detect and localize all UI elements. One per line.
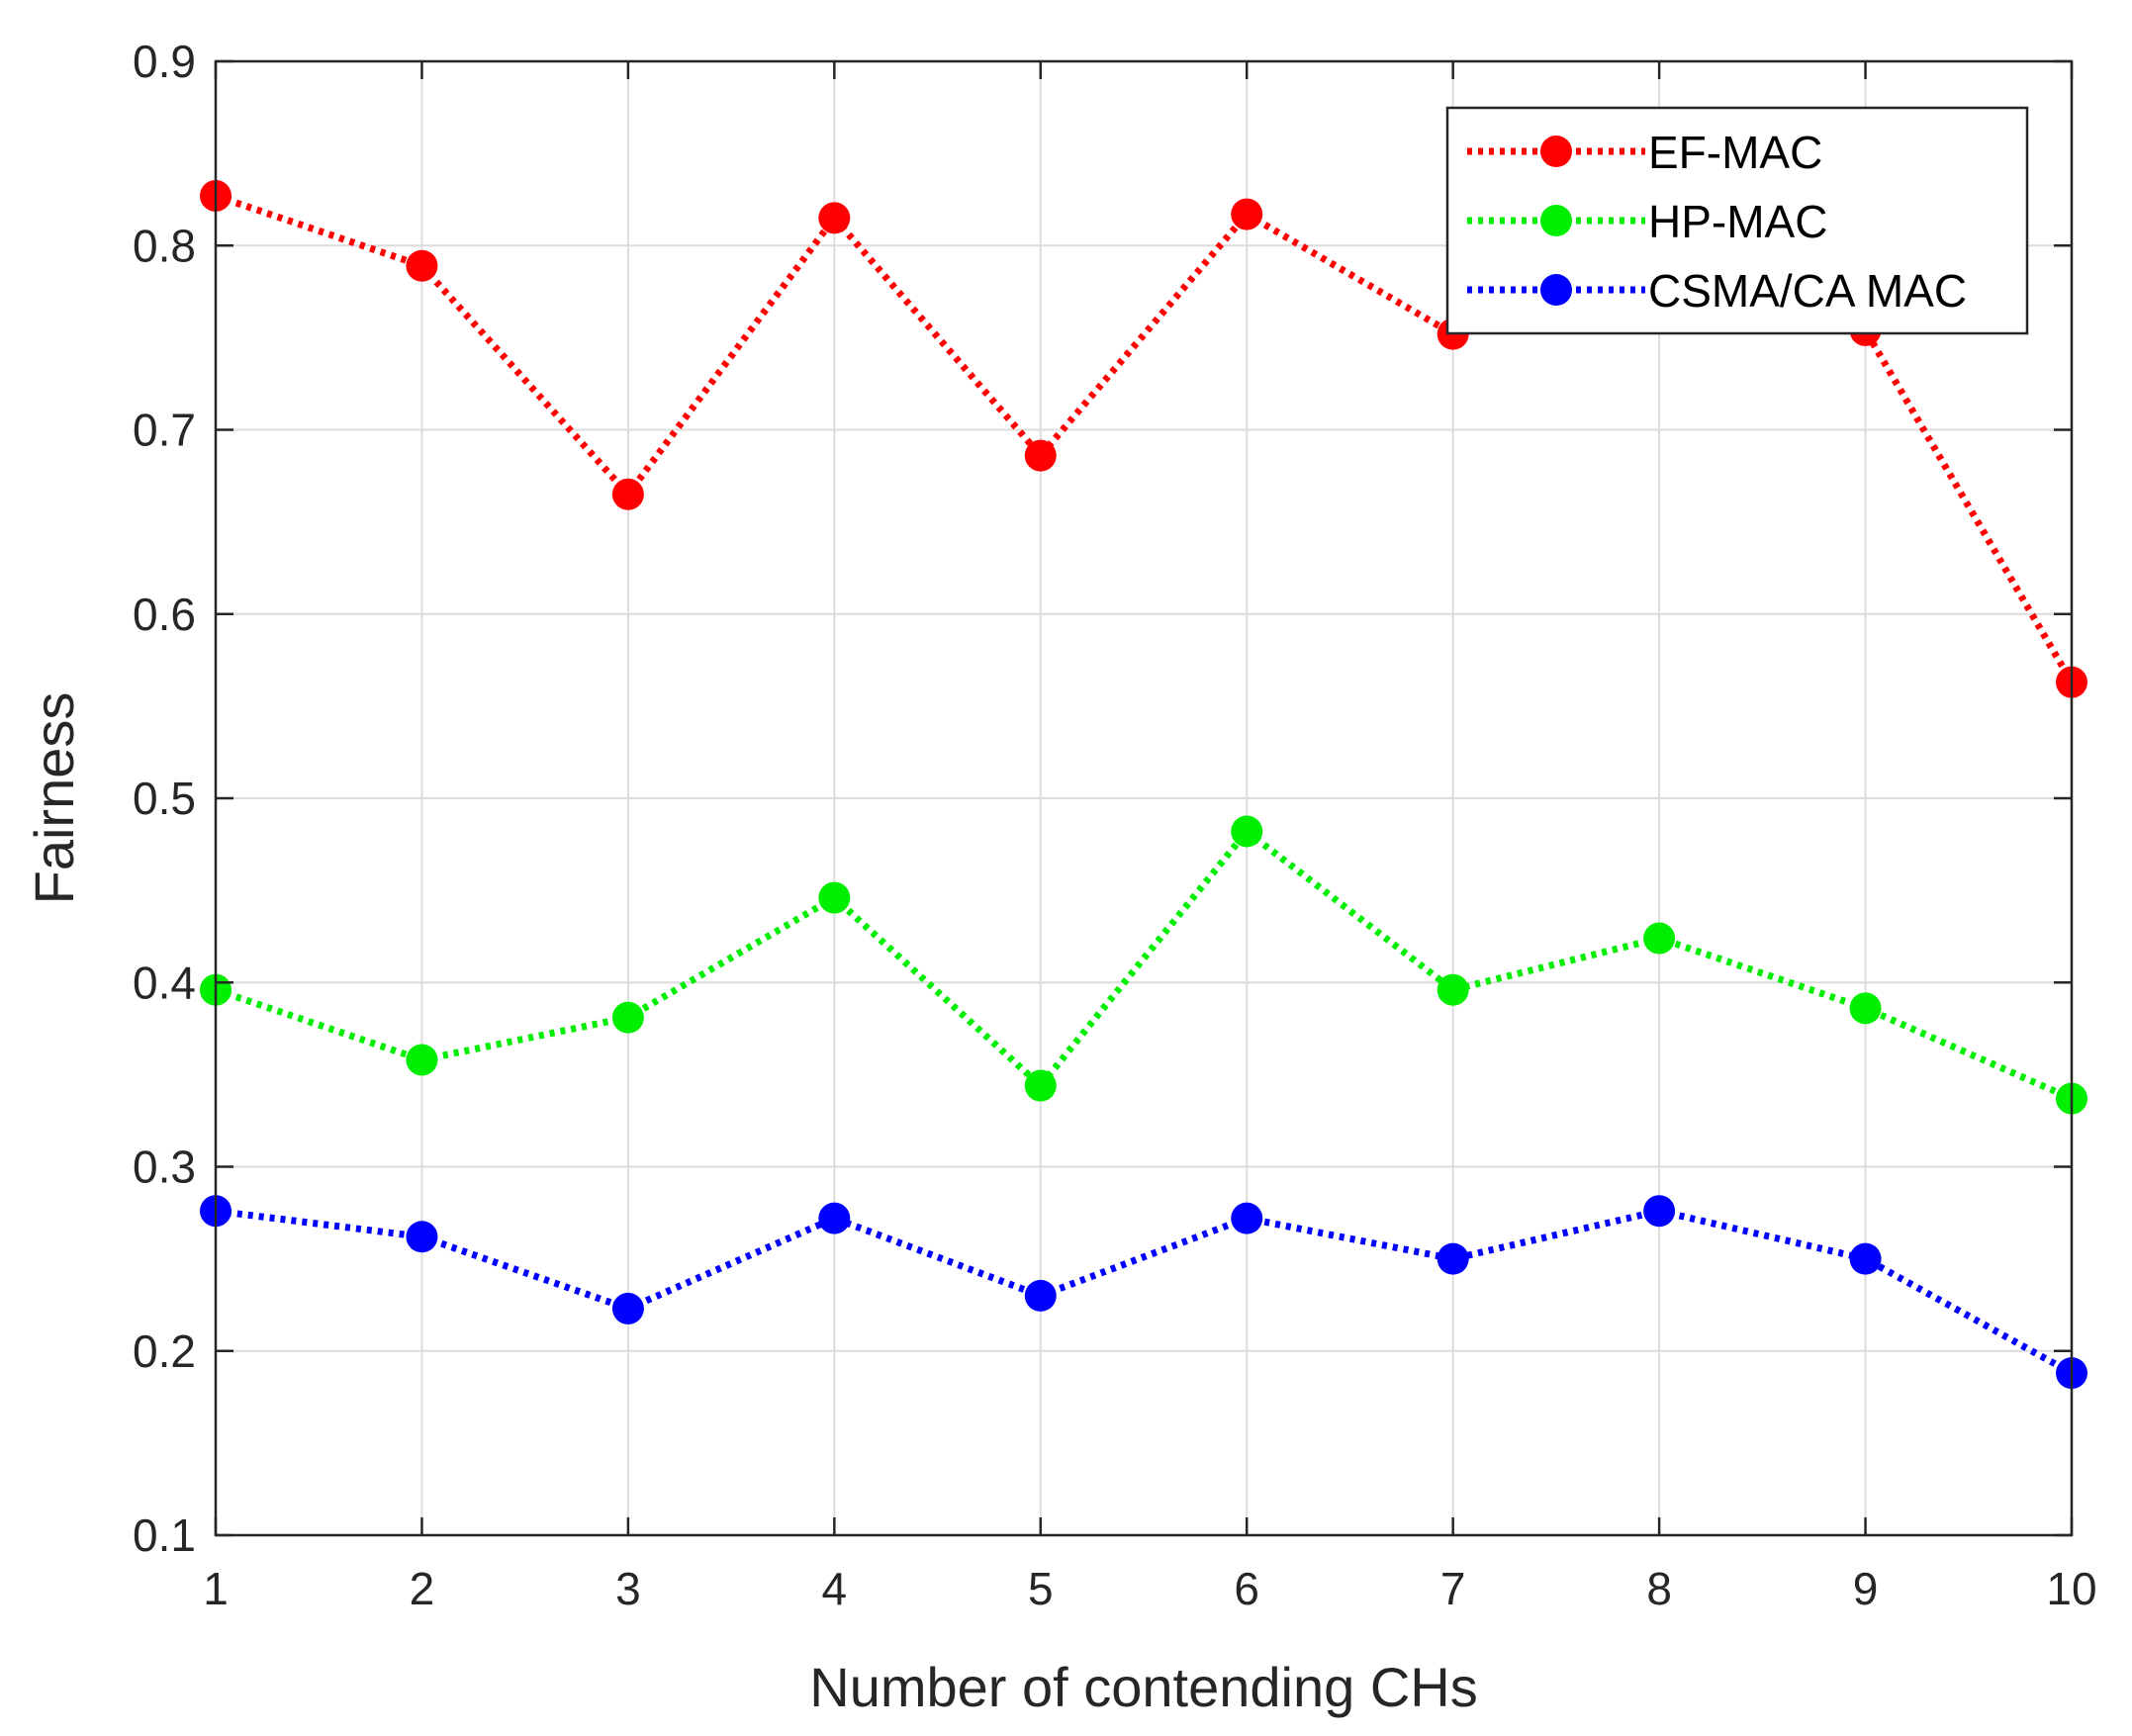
x-tick-labels: 1 2 3 4 5 6 7 8 9 10 bbox=[203, 1563, 2096, 1614]
data-point bbox=[1024, 439, 1057, 472]
x-tick-label: 7 bbox=[1440, 1563, 1466, 1614]
y-axis-title: Fairness bbox=[23, 692, 85, 905]
y-tick-label: 0.8 bbox=[133, 220, 196, 271]
legend-swatch-marker bbox=[1540, 136, 1572, 167]
data-point bbox=[1231, 198, 1263, 230]
data-point bbox=[818, 1202, 851, 1234]
data-point bbox=[1231, 1202, 1263, 1234]
x-tick-label: 4 bbox=[822, 1563, 848, 1614]
x-tick-label: 8 bbox=[1646, 1563, 1672, 1614]
data-point bbox=[406, 249, 438, 282]
x-tick-label: 9 bbox=[1853, 1563, 1879, 1614]
y-tick-label: 0.1 bbox=[133, 1509, 196, 1561]
y-tick-label: 0.7 bbox=[133, 405, 196, 456]
ticks bbox=[214, 59, 2074, 1537]
data-point bbox=[1849, 992, 1882, 1025]
legend-label: HP-MAC bbox=[1648, 196, 1827, 247]
x-tick-label: 1 bbox=[203, 1563, 229, 1614]
x-tick-label: 10 bbox=[2046, 1563, 2096, 1614]
y-tick-label: 0.9 bbox=[133, 36, 196, 87]
legend-label: EF-MAC bbox=[1648, 127, 1822, 178]
data-point bbox=[1849, 1242, 1882, 1275]
data-point bbox=[406, 1221, 438, 1253]
legend-label: CSMA/CA MAC bbox=[1648, 265, 1967, 317]
data-point bbox=[1643, 1195, 1676, 1228]
series-1 bbox=[200, 179, 2087, 698]
y-tick-label: 0.5 bbox=[133, 773, 196, 824]
x-tick-label: 3 bbox=[615, 1563, 641, 1614]
x-tick-label: 5 bbox=[1028, 1563, 1054, 1614]
data-point bbox=[1024, 1279, 1057, 1312]
data-point bbox=[1231, 815, 1263, 848]
series-layer bbox=[200, 179, 2087, 1390]
x-tick-label: 2 bbox=[410, 1563, 435, 1614]
data-point bbox=[1437, 973, 1469, 1006]
legend-entry: CSMA/CA MAC bbox=[1467, 265, 1967, 317]
data-point bbox=[406, 1044, 438, 1076]
data-point bbox=[1437, 1242, 1469, 1275]
data-point bbox=[818, 881, 851, 914]
y-tick-label: 0.3 bbox=[133, 1142, 196, 1193]
data-point bbox=[611, 478, 644, 510]
series-line bbox=[214, 192, 2076, 685]
data-point bbox=[1024, 1069, 1057, 1102]
legend-entry: HP-MAC bbox=[1467, 196, 1827, 247]
y-tick-labels: 0.1 0.2 0.3 0.4 0.5 0.6 0.7 0.8 0.9 bbox=[133, 36, 196, 1561]
legend-entry: EF-MAC bbox=[1467, 127, 1822, 178]
y-tick-label: 0.4 bbox=[133, 957, 196, 1008]
data-point bbox=[611, 1001, 644, 1034]
series-2 bbox=[200, 815, 2087, 1115]
series-3 bbox=[200, 1195, 2087, 1390]
y-tick-label: 0.2 bbox=[133, 1325, 196, 1377]
data-point bbox=[1643, 922, 1676, 955]
y-tick-label: 0.6 bbox=[133, 589, 196, 640]
data-point bbox=[611, 1292, 644, 1325]
legend-swatch-marker bbox=[1540, 274, 1572, 306]
series-line bbox=[215, 1207, 2074, 1377]
series-line bbox=[214, 826, 2074, 1102]
x-axis-title: Number of contending CHs bbox=[809, 1656, 1477, 1718]
legend: EF-MAC HP-MAC CSMA/CA MAC bbox=[1445, 106, 2029, 335]
x-tick-label: 6 bbox=[1234, 1563, 1259, 1614]
data-point bbox=[818, 202, 851, 234]
legend-swatch-marker bbox=[1540, 205, 1572, 236]
